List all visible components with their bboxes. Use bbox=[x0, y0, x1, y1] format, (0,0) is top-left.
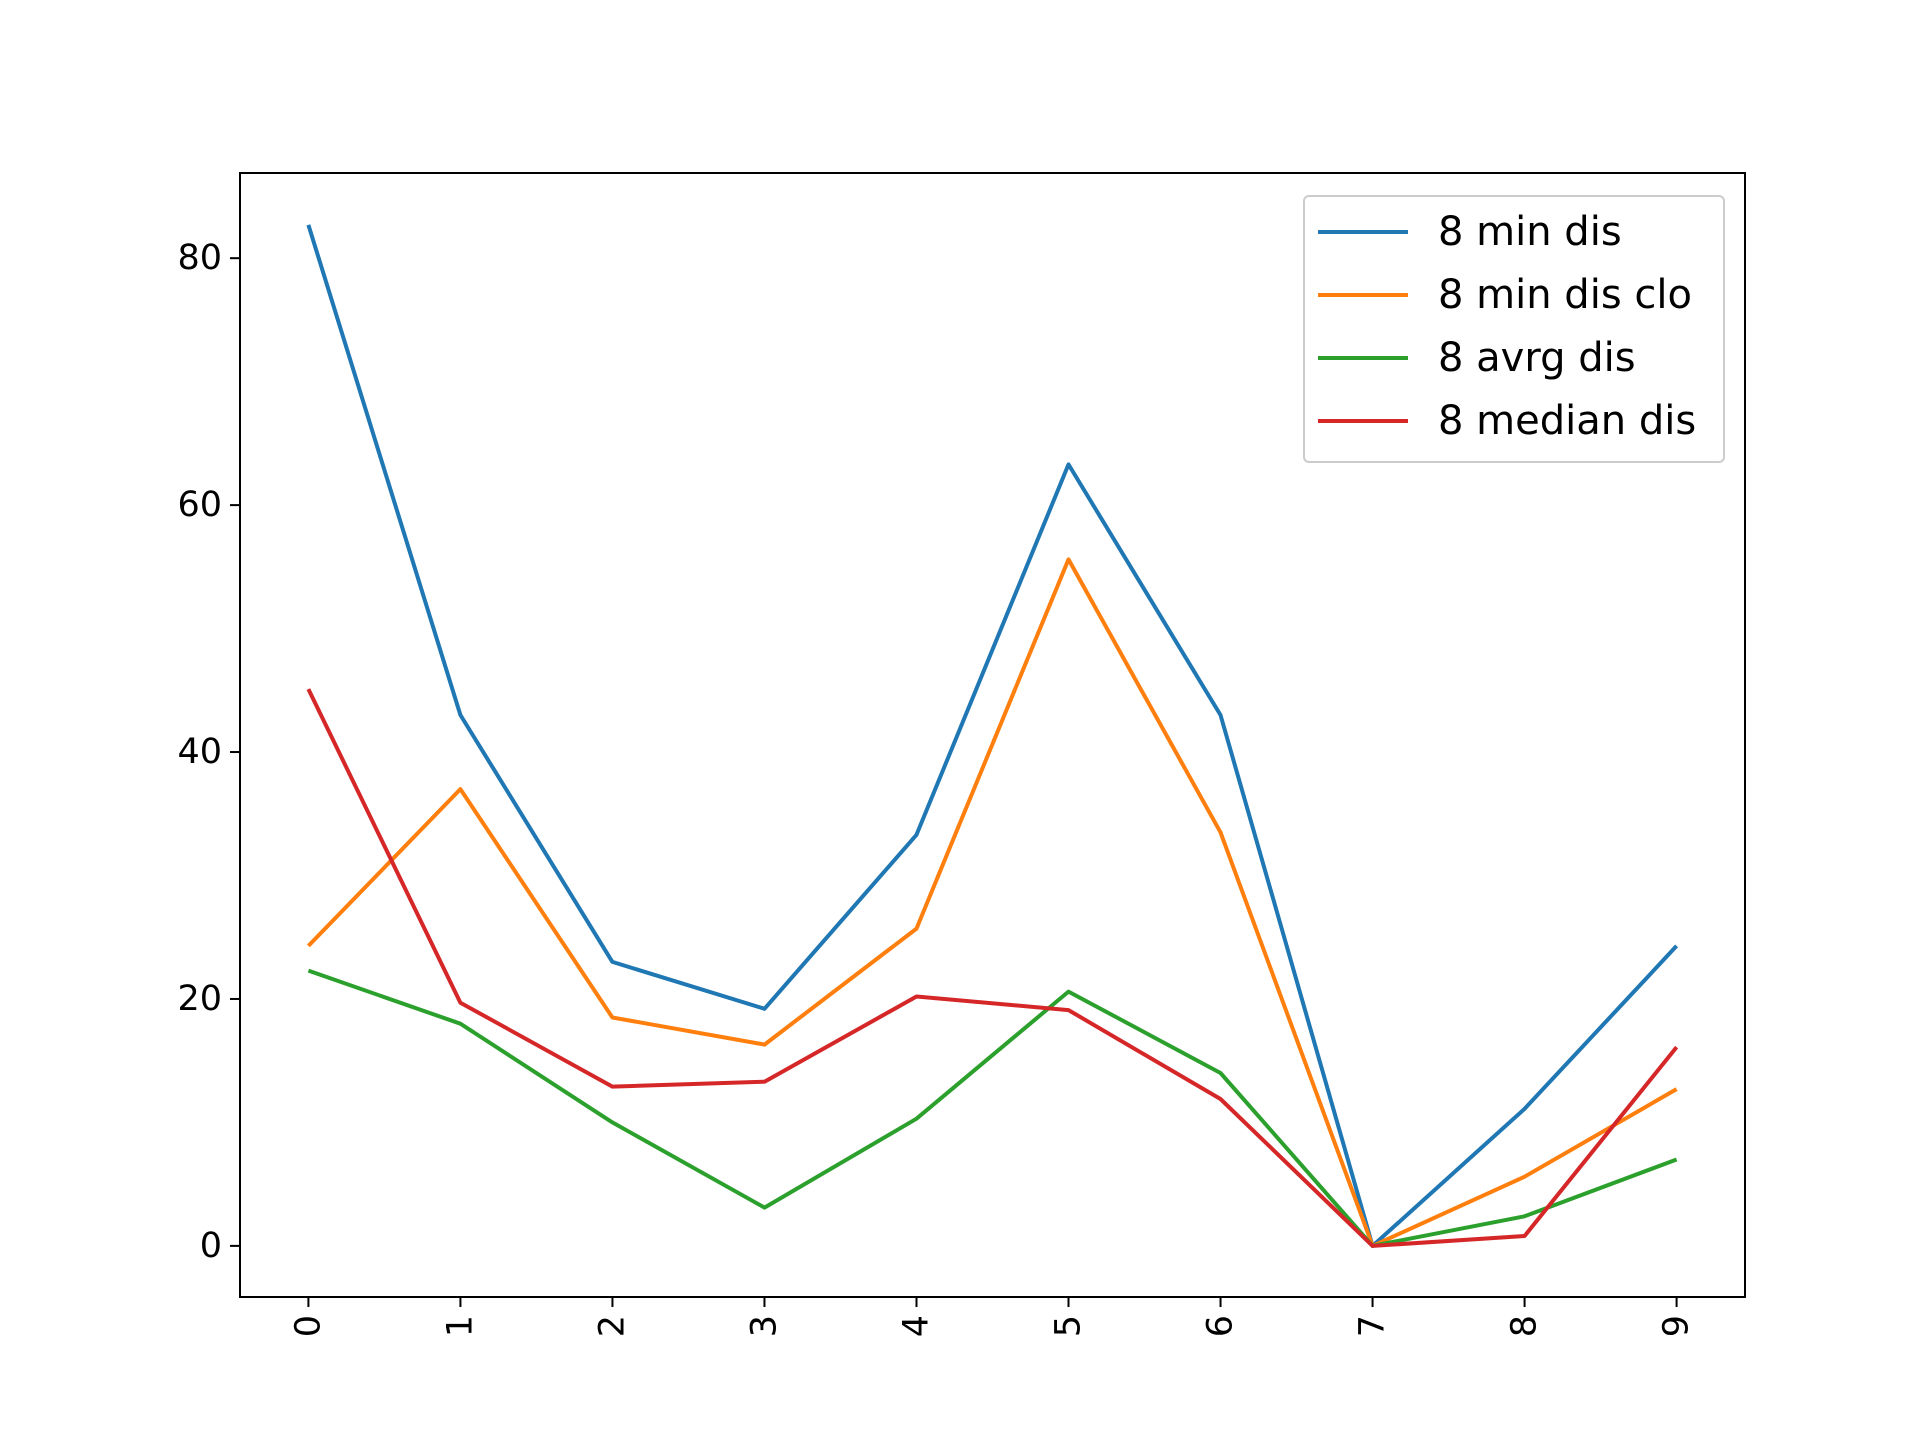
series-layer bbox=[306, 224, 1679, 1248]
x-tick-label: 5 bbox=[1049, 1315, 1089, 1337]
y-tick-label: 20 bbox=[177, 979, 222, 1019]
y-tick-label: 40 bbox=[177, 732, 222, 772]
series-line-4 bbox=[306, 688, 1679, 1248]
x-tick-label: 6 bbox=[1201, 1315, 1241, 1337]
legend-box bbox=[1303, 195, 1725, 463]
axes-layer: 0 20 40 60 80 0 1 2 3 4 5 6 7 8 9 bbox=[177, 238, 1696, 1337]
x-tick-label: 7 bbox=[1353, 1315, 1393, 1337]
series-line-2 bbox=[306, 557, 1678, 1248]
legend-label: 8 min dis bbox=[1438, 209, 1622, 255]
y-tick-label: 0 bbox=[200, 1226, 222, 1266]
x-tick-label: 9 bbox=[1657, 1315, 1697, 1337]
y-tick-label: 80 bbox=[177, 238, 222, 278]
legend-label: 8 min dis clo bbox=[1438, 272, 1692, 318]
plot-frame bbox=[239, 172, 1746, 1298]
x-tick-label: 3 bbox=[744, 1315, 784, 1337]
x-tick-label: 2 bbox=[592, 1315, 632, 1337]
x-tick-label: 1 bbox=[440, 1315, 480, 1337]
series-line-1 bbox=[306, 224, 1679, 1248]
x-tick-label: 8 bbox=[1505, 1315, 1545, 1337]
x-tick-label: 4 bbox=[896, 1315, 936, 1337]
y-tick-label: 60 bbox=[177, 485, 222, 525]
x-tick-label: 0 bbox=[288, 1315, 328, 1337]
legend-label: 8 avrg dis bbox=[1438, 335, 1636, 381]
series-line-3 bbox=[307, 968, 1678, 1248]
legend-label: 8 median dis bbox=[1438, 398, 1696, 444]
legend: 8 min dis 8 min dis clo 8 avrg dis 8 median… bbox=[1303, 195, 1725, 463]
